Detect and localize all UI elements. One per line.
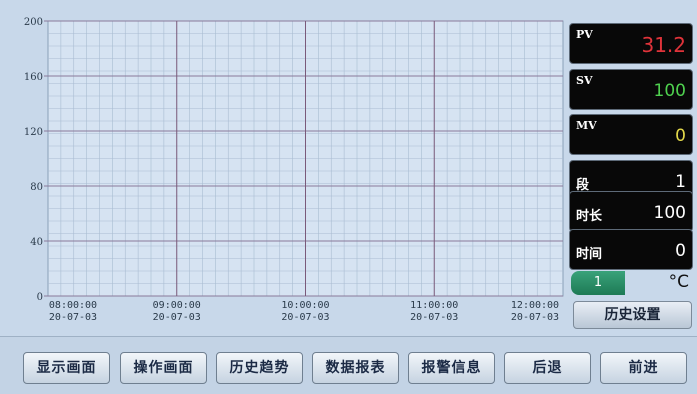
sv-readout[interactable]: SV 100 bbox=[569, 69, 693, 110]
trend-chart: 2001601208040008:00:0020-07-0309:00:0020… bbox=[24, 17, 564, 323]
pv-label: PV bbox=[576, 28, 593, 41]
y-tick-label: 120 bbox=[24, 127, 43, 138]
history-settings-button[interactable]: 历史设置 bbox=[573, 301, 692, 329]
x-tick-time: 11:00:00 bbox=[410, 300, 458, 311]
mv-value: 0 bbox=[675, 126, 686, 146]
sv-value: 100 bbox=[653, 81, 686, 101]
duration-label: 时长 bbox=[576, 209, 603, 224]
segment-label: 段 bbox=[576, 178, 590, 193]
y-tick-label: 80 bbox=[30, 182, 43, 193]
nav-alarm-info[interactable]: 报警信息 bbox=[408, 352, 495, 384]
y-tick-label: 40 bbox=[30, 237, 43, 248]
x-tick-date: 20-07-03 bbox=[153, 312, 201, 323]
pv-readout: PV 31.2 bbox=[569, 23, 693, 64]
bottom-nav: 显示画面 操作画面 历史趋势 数据报表 报警信息 后退 前进 bbox=[0, 336, 697, 394]
nav-operation-screen[interactable]: 操作画面 bbox=[120, 352, 207, 384]
nav-forward[interactable]: 前进 bbox=[600, 352, 687, 384]
x-tick-date: 20-07-03 bbox=[49, 312, 97, 323]
time-readout[interactable]: 时间 0 bbox=[569, 229, 693, 270]
nav-history-trend[interactable]: 历史趋势 bbox=[216, 352, 303, 384]
y-tick-label: 200 bbox=[24, 17, 43, 28]
x-tick-date: 20-07-03 bbox=[281, 312, 329, 323]
nav-data-report[interactable]: 数据报表 bbox=[312, 352, 399, 384]
nav-display-screen[interactable]: 显示画面 bbox=[23, 352, 110, 384]
y-tick-label: 0 bbox=[37, 292, 43, 303]
x-tick-time: 08:00:00 bbox=[49, 300, 97, 311]
channel-unit-row: 1 °C bbox=[569, 270, 693, 297]
time-label: 时间 bbox=[576, 247, 603, 262]
duration-readout[interactable]: 时长 100 bbox=[569, 191, 693, 232]
y-tick-label: 160 bbox=[24, 72, 43, 83]
pv-value: 31.2 bbox=[641, 33, 686, 57]
x-tick-time: 10:00:00 bbox=[281, 300, 329, 311]
channel-indicator[interactable]: 1 bbox=[571, 271, 625, 295]
nav-back[interactable]: 后退 bbox=[504, 352, 591, 384]
x-tick-time: 12:00:00 bbox=[511, 300, 559, 311]
x-tick-time: 09:00:00 bbox=[153, 300, 201, 311]
x-tick-date: 20-07-03 bbox=[511, 312, 559, 323]
unit-label: °C bbox=[668, 272, 689, 292]
mv-label: MV bbox=[576, 119, 597, 132]
time-value: 0 bbox=[675, 241, 686, 261]
mv-readout[interactable]: MV 0 bbox=[569, 114, 693, 155]
x-tick-date: 20-07-03 bbox=[410, 312, 458, 323]
duration-value: 100 bbox=[653, 203, 686, 223]
segment-value: 1 bbox=[675, 172, 686, 192]
sv-label: SV bbox=[576, 74, 593, 87]
